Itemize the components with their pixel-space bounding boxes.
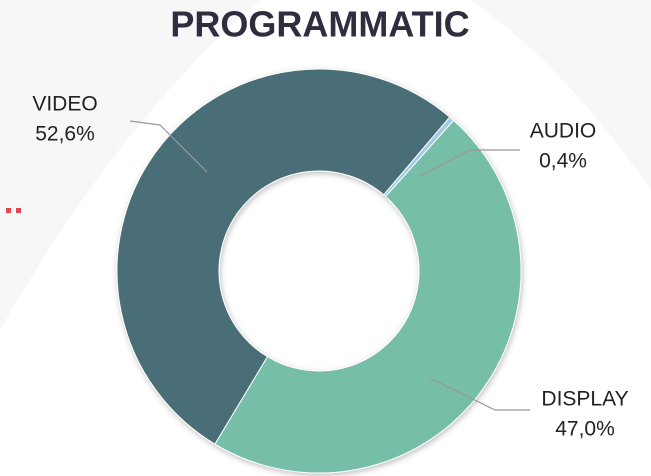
decor-dots <box>6 208 21 213</box>
slice-label: DISPLAY <box>541 388 628 411</box>
chart-title: PROGRAMMATIC <box>170 4 469 45</box>
background-shape <box>470 0 651 190</box>
donut-slice <box>116 68 451 445</box>
leader-line <box>129 120 208 173</box>
leader-line <box>429 377 530 411</box>
slice-value-label: 0,4% <box>539 150 587 173</box>
slice-label: AUDIO <box>530 120 597 143</box>
donut <box>116 68 522 474</box>
slice-label: VIDEO <box>32 93 97 116</box>
leader-line <box>419 149 520 177</box>
slice-value-label: 52,6% <box>35 123 95 146</box>
background-shape <box>0 0 260 330</box>
slice-value-label: 47,0% <box>555 418 615 441</box>
